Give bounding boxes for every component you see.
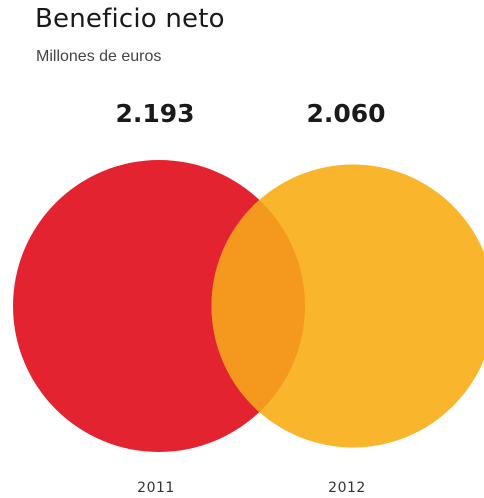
chart-title: Beneficio neto — [35, 4, 225, 34]
category-label-2011: 2011 — [137, 480, 175, 496]
category-label-2012: 2012 — [328, 480, 366, 496]
chart-subtitle: Millones de euros — [36, 48, 162, 65]
value-label-2011: 2.193 — [115, 99, 194, 128]
bubble-overlap — [211, 164, 305, 448]
value-label-2012: 2.060 — [306, 99, 385, 128]
